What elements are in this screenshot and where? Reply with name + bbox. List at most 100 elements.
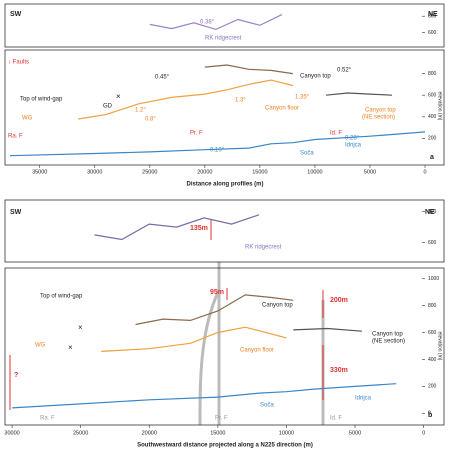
- x-axis-label: Distance along profiles (m): [186, 182, 263, 188]
- annotation: Canyon top: [372, 332, 403, 338]
- annotation: SW: [10, 209, 22, 216]
- annotation: RK ridgecrest: [245, 245, 282, 251]
- y-tick-label: 200: [428, 136, 437, 142]
- annotation: 95m: [210, 289, 224, 296]
- wind-gap-mark: ×: [116, 92, 121, 101]
- annotation: 0.8°: [145, 117, 156, 123]
- fault-pr-branch: [198, 289, 221, 426]
- x-tick-label: 20000: [197, 169, 212, 175]
- y-tick-label: 400: [428, 114, 437, 120]
- x-tick-label: 30000: [4, 430, 19, 436]
- x-tick-label: 5000: [364, 169, 376, 175]
- annotation: 0.38°: [200, 20, 215, 26]
- profile-line: [9, 131, 426, 157]
- x-tick-label: 25000: [142, 169, 157, 175]
- annotation: 0.10°: [210, 148, 225, 154]
- annotation: Idrijca: [355, 396, 372, 402]
- annotation: 1.2°: [135, 108, 146, 114]
- annotation: 0.45°: [155, 75, 170, 81]
- annotation: Top of wind-gap: [20, 97, 63, 103]
- y-tick-label: 800: [428, 209, 437, 215]
- y-tick-label: 600: [428, 30, 437, 36]
- x-tick-label: 15000: [252, 169, 267, 175]
- annotation: Canyon top: [300, 74, 331, 80]
- annotation: Canyon floor: [240, 348, 274, 354]
- annotation: a: [430, 154, 434, 161]
- panel-frame: [4, 3, 445, 48]
- y-tick-label: 1000: [428, 276, 439, 282]
- annotation: Canyon top: [262, 303, 293, 309]
- annotation: 200m: [330, 297, 348, 304]
- annotation: 1.3°: [235, 98, 246, 104]
- y-tick-label: 800: [428, 14, 437, 20]
- annotation: Ra. F: [40, 416, 55, 422]
- profile-line: [78, 79, 294, 120]
- y-tick-label: 400: [428, 357, 437, 363]
- markers: × × ×: [68, 92, 121, 352]
- wind-gap-mark: ×: [78, 323, 83, 332]
- panel-frame: [4, 267, 445, 426]
- x-tick-label: 20000: [142, 430, 157, 436]
- x-tick-label: 5000: [349, 430, 361, 436]
- annotation: Soča: [300, 151, 314, 157]
- annotation: 0.28°: [345, 136, 360, 142]
- annotation: RK ridgecrest: [205, 36, 242, 42]
- y-axis-label: elevation (m): [437, 332, 443, 361]
- x-tick-label: 15000: [210, 430, 225, 436]
- annotation: Soča: [260, 403, 274, 409]
- y-tick-label: 800: [428, 303, 437, 309]
- annotation: Pr. F: [215, 416, 228, 422]
- annotation: WG: [22, 116, 33, 122]
- y-tick-label: 800: [428, 71, 437, 77]
- annotation: SW: [10, 11, 22, 18]
- annotation: 1.35°: [295, 95, 310, 101]
- y-tick-label: 600: [428, 240, 437, 246]
- x-tick-label: 10000: [279, 430, 294, 436]
- wind-gap-mark: ×: [68, 343, 73, 352]
- annotation: WG: [35, 343, 46, 349]
- x-tick-label: 30000: [87, 169, 102, 175]
- profile-line: [101, 326, 287, 352]
- y-tick-label: 600: [428, 330, 437, 336]
- profile-line: [135, 294, 294, 326]
- offset-arrows: [9, 220, 324, 410]
- panel-frame: [4, 49, 445, 166]
- x-tick-label: 0: [423, 169, 426, 175]
- x-tick-label: 25000: [73, 430, 88, 436]
- annotation: Pr. F: [190, 131, 203, 137]
- annotation: Canyon top: [365, 108, 396, 114]
- annotation: NE: [428, 11, 438, 18]
- annotation: 330m: [330, 367, 348, 374]
- annotation: ↓ Faults: [8, 60, 29, 66]
- x-tick-label: 0: [422, 430, 425, 436]
- annotation: Canyon floor: [265, 106, 299, 112]
- panel-frame: [4, 199, 445, 263]
- annotation: b: [428, 412, 432, 419]
- annotation: Idrijca: [345, 143, 362, 149]
- profile-line: [293, 327, 362, 332]
- annotation: Id. F: [330, 131, 342, 137]
- profile-line: [204, 64, 293, 75]
- annotation: Ra. F: [8, 134, 23, 140]
- profile-line: [94, 214, 260, 241]
- annotation: ?: [14, 372, 18, 379]
- annotation: 0.52°: [337, 68, 352, 74]
- annotation: 135m: [190, 225, 208, 232]
- y-tick-label: 0: [428, 411, 431, 417]
- x-axis-label: Southwestward distance projected along a…: [137, 443, 313, 449]
- fault-bands: [198, 262, 325, 426]
- annotation: GD: [103, 104, 113, 110]
- profile-line: [149, 14, 283, 31]
- annotation: NE: [425, 209, 435, 216]
- profile-line: [325, 92, 393, 96]
- y-tick-label: 600: [428, 93, 437, 99]
- y-tick-label: 200: [428, 384, 437, 390]
- y-axis-label: elevation (m): [437, 92, 443, 121]
- profile-line: [12, 383, 397, 409]
- x-tick-label: 10000: [307, 169, 322, 175]
- annotation: (NE section): [362, 115, 395, 121]
- x-tick-label: 35000: [32, 169, 47, 175]
- annotation: (NE section): [372, 339, 405, 345]
